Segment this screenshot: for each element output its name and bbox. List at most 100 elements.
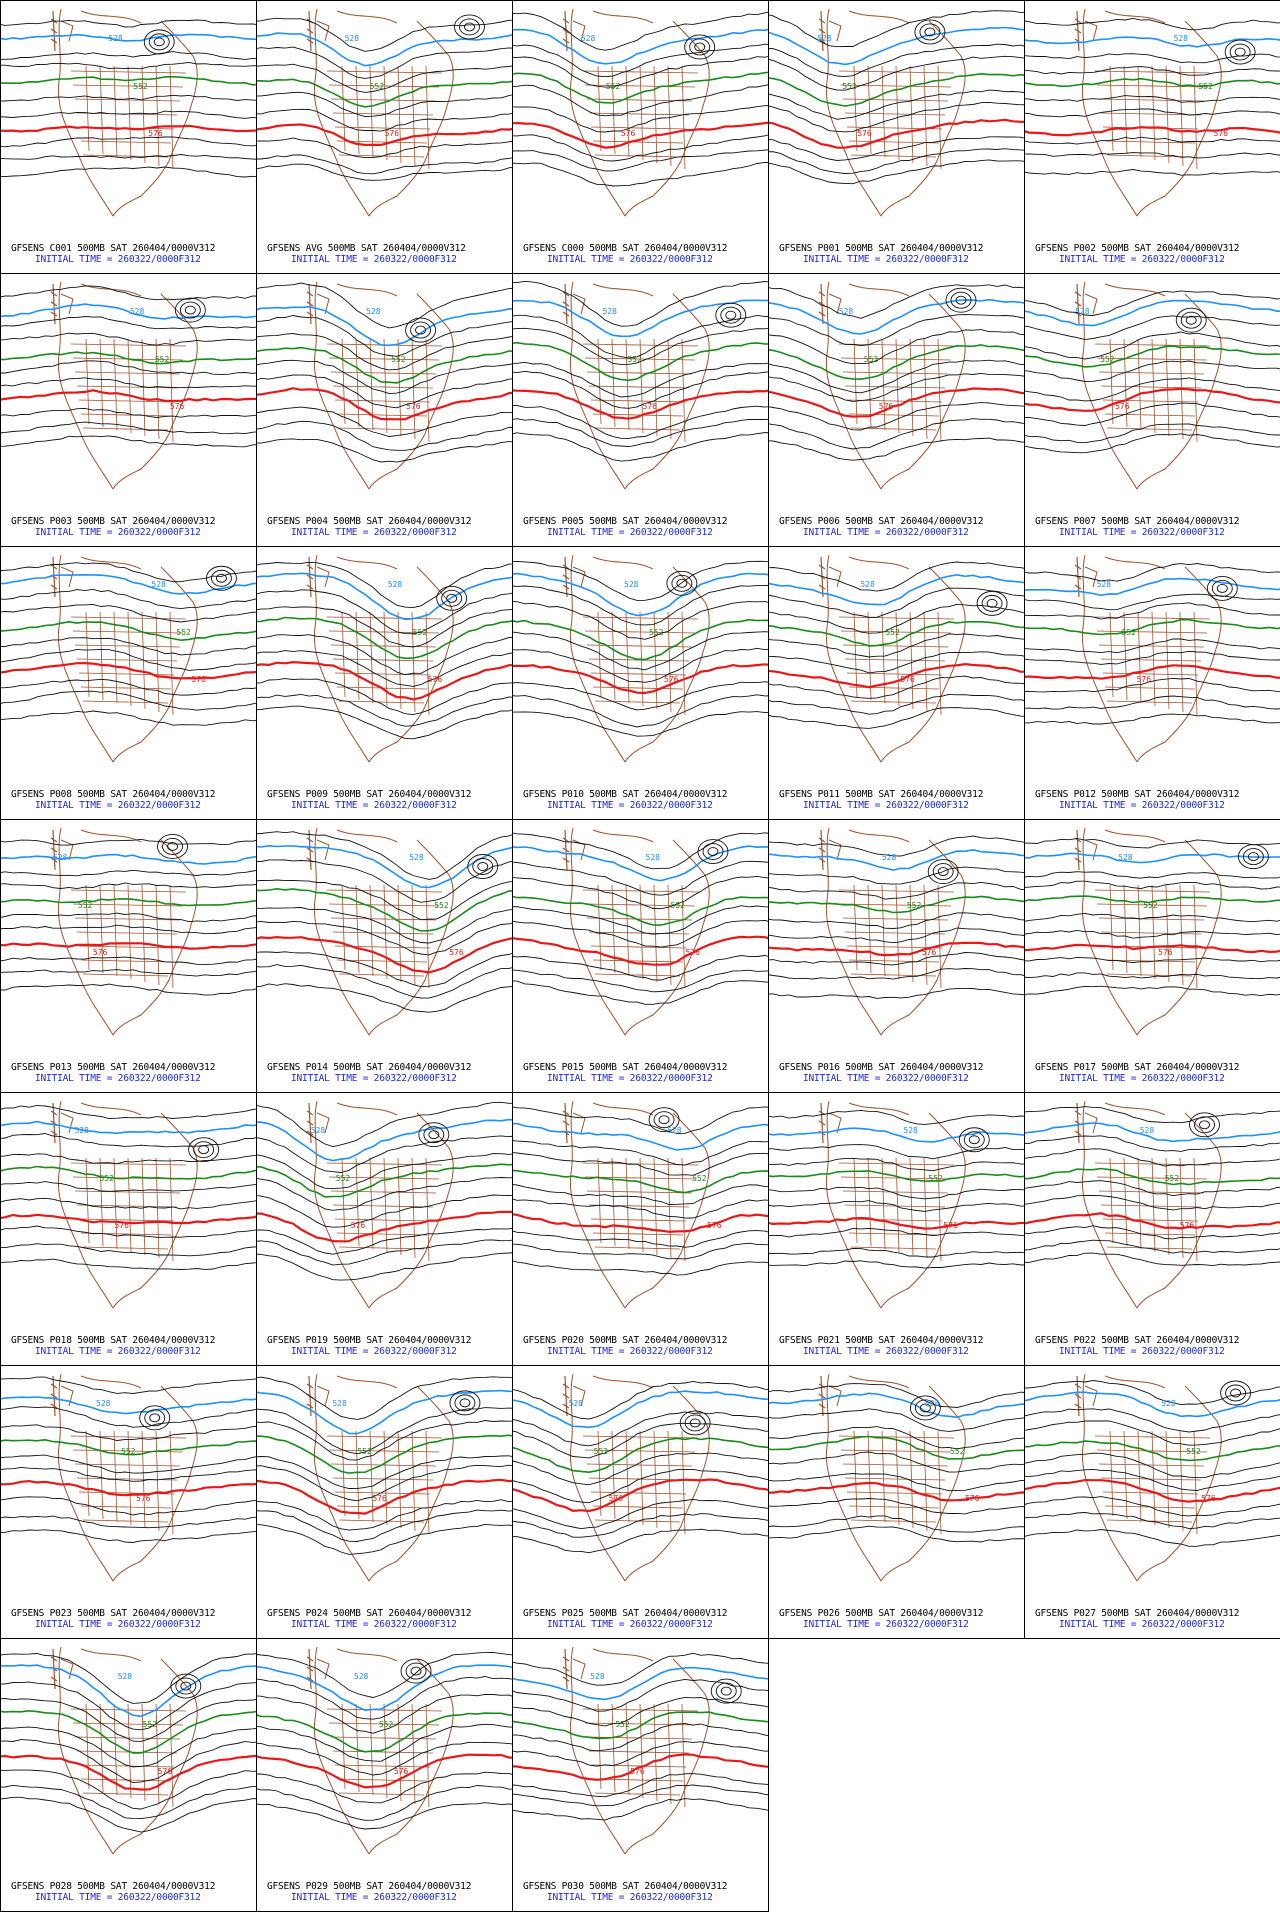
initial-time-label: INITIAL TIME = 260322/0000F312 <box>35 1892 201 1903</box>
height-contour-map: 552 576 528 <box>1025 1100 1280 1309</box>
contour-value-label: 576 <box>621 129 636 138</box>
contour-value-label: 528 <box>1118 853 1133 862</box>
geography-outlines <box>306 1100 454 1309</box>
geography-outlines <box>562 1373 710 1582</box>
panel-title: GFSENS P030 500MB SAT 260404/0000V312 <box>523 1881 728 1892</box>
geopotential-contours <box>769 561 1024 729</box>
contour-value-label: 552 <box>907 901 922 910</box>
geopotential-contours <box>1 1376 256 1543</box>
contour-value-label: 576 <box>394 1767 409 1776</box>
contour-value-label: 552 <box>413 628 428 637</box>
geography-outlines <box>562 1646 710 1855</box>
height-contour-map: 552 576 528 <box>1 8 256 217</box>
contour-value-label: 528 <box>925 1399 940 1408</box>
contour-value-label: 552 <box>391 355 406 364</box>
ensemble-map-panel: 552 576 528 GFSENS P023 500MB SAT 260404/00… <box>0 1365 257 1639</box>
panel-title: GFSENS P008 500MB SAT 260404/0000V312 <box>11 789 216 800</box>
geopotential-contours <box>513 1652 768 1821</box>
height-contour-map: 552 576 528 <box>769 1373 1024 1582</box>
contour-value-label: 576 <box>630 1767 645 1776</box>
ensemble-map-panel: 552 576 528 GFSENS P024 500MB SAT 260404/00… <box>256 1365 513 1639</box>
contour-value-label: 552 <box>336 1174 351 1183</box>
contour-value-label: 528 <box>354 1672 369 1681</box>
initial-time-label: INITIAL TIME = 260322/0000F312 <box>35 1346 201 1357</box>
contour-value-label: 528 <box>74 1126 89 1135</box>
geopotential-contours <box>513 11 768 187</box>
panel-title: GFSENS P021 500MB SAT 260404/0000V312 <box>779 1335 984 1346</box>
contour-value-label: 576 <box>686 948 701 957</box>
contour-value-label: 552 <box>864 355 879 364</box>
ensemble-map-panel: 552 576 528 GFSENS C001 500MB SAT 260404/00… <box>0 0 257 274</box>
initial-time-label: INITIAL TIME = 260322/0000F312 <box>1059 1346 1225 1357</box>
initial-time-label: INITIAL TIME = 260322/0000F312 <box>35 254 201 265</box>
contour-value-label: 576 <box>1180 1221 1195 1230</box>
initial-time-label: INITIAL TIME = 260322/0000F312 <box>291 1346 457 1357</box>
initial-time-label: INITIAL TIME = 260322/0000F312 <box>1059 254 1225 265</box>
ensemble-map-panel: 552 576 528 GFSENS AVG 500MB SAT 260404/000… <box>256 0 513 274</box>
panel-title: GFSENS P012 500MB SAT 260404/0000V312 <box>1035 789 1240 800</box>
height-contour-map: 552 576 528 <box>513 1646 768 1855</box>
panel-title: GFSENS P018 500MB SAT 260404/0000V312 <box>11 1335 216 1346</box>
panel-title: GFSENS P026 500MB SAT 260404/0000V312 <box>779 1608 984 1619</box>
panel-title: GFSENS P017 500MB SAT 260404/0000V312 <box>1035 1062 1240 1073</box>
initial-time-label: INITIAL TIME = 260322/0000F312 <box>1059 527 1225 538</box>
ensemble-map-panel: 552 576 528 GFSENS P014 500MB SAT 260404/00… <box>256 819 513 1093</box>
initial-time-label: INITIAL TIME = 260322/0000F312 <box>35 527 201 538</box>
contour-value-label: 528 <box>130 307 145 316</box>
contour-value-label: 576 <box>707 1221 722 1230</box>
panel-title: GFSENS P023 500MB SAT 260404/0000V312 <box>11 1608 216 1619</box>
height-contour-map: 552 576 528 <box>513 827 768 1036</box>
geography-outlines <box>1074 281 1222 490</box>
contour-value-label: 528 <box>569 1399 584 1408</box>
contour-value-label: 528 <box>817 34 832 43</box>
geography-outlines <box>1074 554 1222 763</box>
geography-outlines <box>306 1646 454 1855</box>
height-contour-map: 552 576 528 <box>513 8 768 217</box>
panel-title: GFSENS P019 500MB SAT 260404/0000V312 <box>267 1335 472 1346</box>
geopotential-contours <box>257 1376 512 1555</box>
contour-value-label: 576 <box>136 1494 151 1503</box>
height-contour-map: 552 576 528 <box>257 1646 512 1855</box>
geography-outlines <box>50 1373 198 1582</box>
geopotential-contours <box>513 280 768 462</box>
contour-value-label: 576 <box>372 1494 387 1503</box>
panel-title: GFSENS P028 500MB SAT 260404/0000V312 <box>11 1881 216 1892</box>
geopotential-contours <box>1 285 256 448</box>
height-contour-map: 552 576 528 <box>257 1100 512 1309</box>
initial-time-label: INITIAL TIME = 260322/0000F312 <box>547 1073 713 1084</box>
ensemble-map-panel: 552 576 528 GFSENS P009 500MB SAT 260404/00… <box>256 546 513 820</box>
initial-time-label: INITIAL TIME = 260322/0000F312 <box>547 254 713 265</box>
contour-value-label: 576 <box>449 948 464 957</box>
geopotential-contours <box>257 831 512 1013</box>
height-contour-map: 552 576 528 <box>1025 281 1280 490</box>
contour-value-label: 552 <box>1100 355 1115 364</box>
geopotential-contours <box>769 284 1024 461</box>
contour-value-label: 552 <box>1122 628 1137 637</box>
panel-title: GFSENS P004 500MB SAT 260404/0000V312 <box>267 516 472 527</box>
ensemble-map-panel: 552 576 528 GFSENS P025 500MB SAT 260404/00… <box>512 1365 769 1639</box>
contour-value-label: 552 <box>434 901 449 910</box>
height-contour-map: 552 576 528 <box>1 281 256 490</box>
ensemble-map-panel: 552 576 528 GFSENS P007 500MB SAT 260404/00… <box>1024 273 1280 547</box>
geopotential-contours <box>257 282 512 463</box>
contour-value-label: 552 <box>649 628 664 637</box>
contour-value-label: 528 <box>839 307 854 316</box>
panel-title: GFSENS C000 500MB SAT 260404/0000V312 <box>523 243 728 254</box>
contour-value-label: 552 <box>133 82 148 91</box>
contour-value-label: 576 <box>922 948 937 957</box>
contour-value-label: 552 <box>121 1447 136 1456</box>
contour-value-label: 528 <box>646 853 661 862</box>
contour-value-label: 528 <box>118 1672 133 1681</box>
initial-time-label: INITIAL TIME = 260322/0000F312 <box>803 527 969 538</box>
panel-title: GFSENS P025 500MB SAT 260404/0000V312 <box>523 1608 728 1619</box>
contour-value-label: 528 <box>590 1672 605 1681</box>
initial-time-label: INITIAL TIME = 260322/0000F312 <box>291 1892 457 1903</box>
contour-value-label: 576 <box>158 1767 173 1776</box>
contour-value-label: 528 <box>1097 580 1112 589</box>
contour-value-label: 576 <box>428 675 443 684</box>
contour-value-label: 576 <box>351 1221 366 1230</box>
ensemble-map-panel: 552 576 528 GFSENS P020 500MB SAT 260404/00… <box>512 1092 769 1366</box>
height-contour-map: 552 576 528 <box>769 8 1024 217</box>
panel-title: GFSENS P013 500MB SAT 260404/0000V312 <box>11 1062 216 1073</box>
